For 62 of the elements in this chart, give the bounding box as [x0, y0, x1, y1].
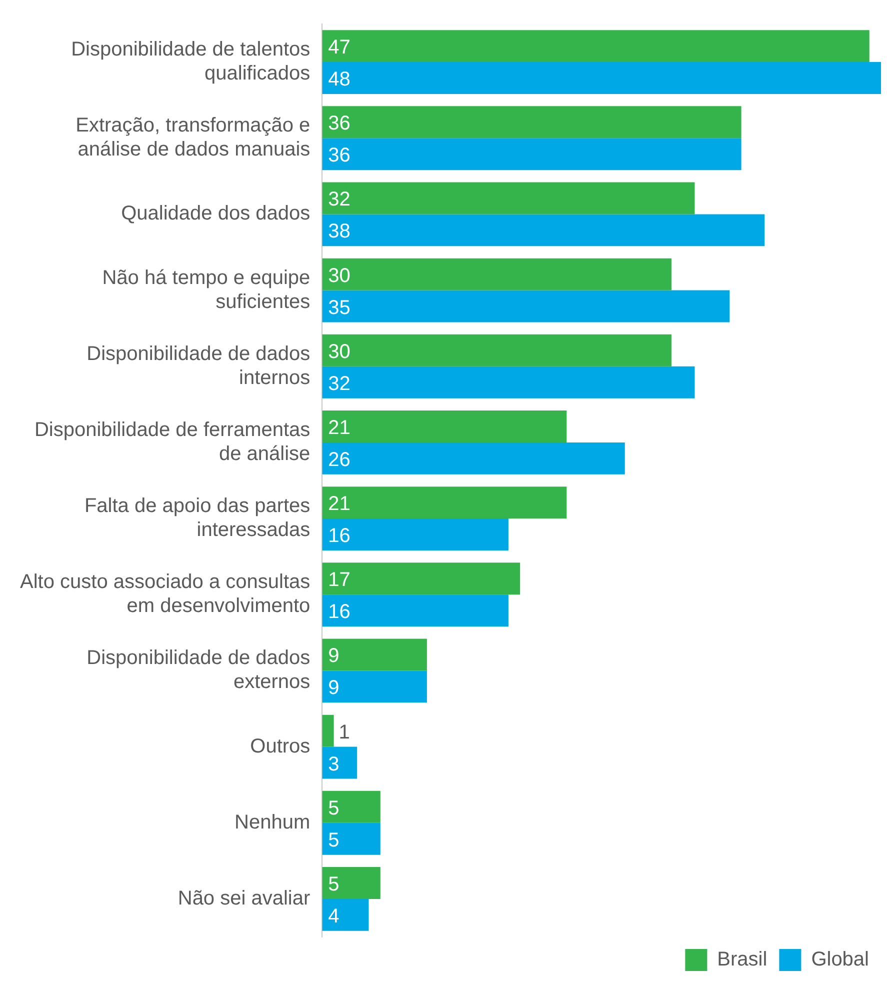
y-tick-label: Disponibilidade de talentos qualificados	[71, 38, 310, 85]
data-label: 30	[328, 264, 350, 287]
data-label: 30	[328, 340, 350, 363]
data-label: 21	[328, 416, 350, 439]
data-label: 5	[328, 797, 340, 820]
bar	[322, 182, 695, 214]
data-label: 21	[328, 493, 350, 516]
data-label: 17	[328, 569, 350, 592]
y-tick-label: Não há tempo e equipe suficientes	[102, 266, 310, 313]
data-label: 38	[328, 220, 350, 243]
bar	[322, 214, 765, 246]
y-tick-label: Nenhum	[234, 811, 310, 834]
bar	[322, 638, 427, 671]
bar	[322, 106, 742, 138]
bar	[322, 562, 520, 595]
y-tick-label: Qualidade dos dados	[121, 202, 310, 225]
bar	[322, 486, 567, 519]
bar	[322, 290, 730, 322]
y-tick-label: Não sei avaliar	[178, 887, 310, 910]
y-tick-label: Falta de apoio das partes interessadas	[84, 495, 310, 542]
bar	[322, 30, 870, 62]
bar	[322, 790, 380, 823]
data-label: 5	[328, 829, 340, 852]
bar	[322, 822, 380, 855]
y-tick-label: Disponibilidade de dados internos	[86, 342, 310, 389]
bar	[322, 714, 334, 747]
data-label: 16	[328, 525, 350, 548]
y-tick-label: Disponibilidade de ferramentas de análise	[34, 418, 310, 465]
bar	[322, 258, 672, 290]
bar	[322, 594, 508, 627]
bar	[322, 898, 369, 931]
y-tick-label: Disponibilidade de dados externos	[86, 647, 310, 694]
data-label: 36	[328, 144, 350, 167]
bar	[322, 62, 881, 94]
data-label: 32	[328, 188, 350, 211]
data-label: 35	[328, 296, 350, 319]
legend-label: Global	[811, 948, 869, 971]
bar	[322, 410, 567, 442]
y-tick-label: Outros	[250, 735, 310, 758]
data-label: 26	[328, 448, 350, 471]
y-tick-label: Alto custo associado a consultas em desenvolvimento	[20, 571, 310, 618]
data-label: 32	[328, 372, 350, 395]
bar	[322, 518, 508, 550]
data-label: 36	[328, 112, 350, 135]
bar	[322, 366, 695, 398]
bar	[322, 334, 672, 366]
data-label: 9	[328, 645, 340, 668]
data-label: 3	[328, 753, 340, 776]
data-label: 4	[328, 905, 340, 928]
bar	[322, 442, 625, 474]
data-label: 48	[328, 68, 350, 91]
legend-label: Brasil	[717, 948, 768, 971]
data-label: 9	[328, 677, 340, 700]
data-label: 16	[328, 601, 350, 624]
bar	[322, 138, 742, 170]
y-tick-label: Extração, transformação e análise de dados manuais	[76, 114, 310, 161]
bar	[322, 670, 427, 703]
bar	[322, 867, 380, 899]
bar	[322, 746, 358, 779]
data-label: 1	[338, 721, 350, 744]
data-label: 5	[328, 873, 340, 896]
data-label: 47	[328, 36, 350, 59]
